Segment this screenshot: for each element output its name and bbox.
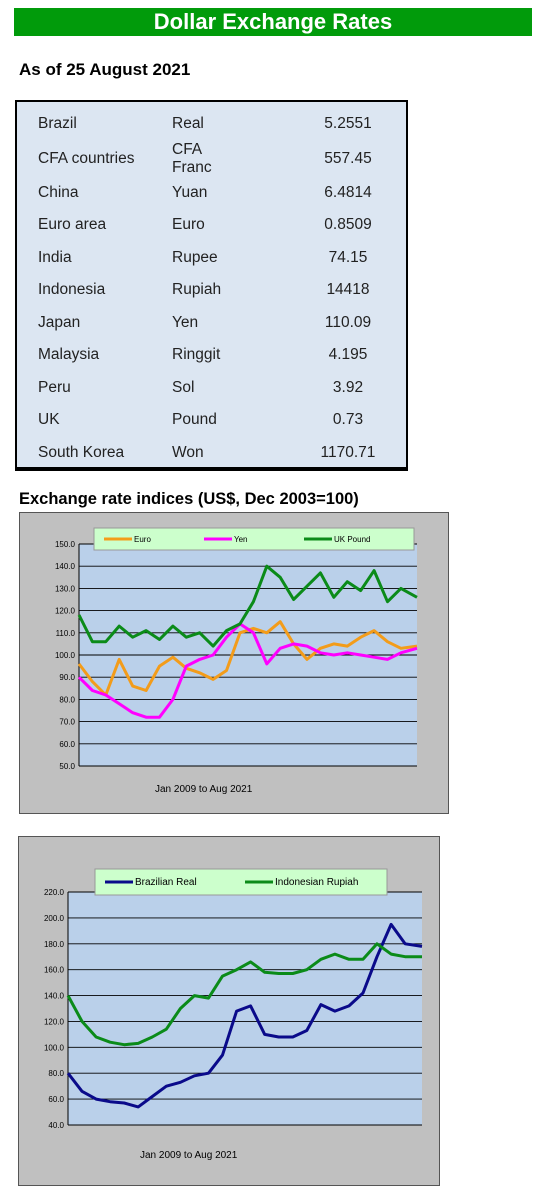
page-title: Dollar Exchange Rates xyxy=(153,9,393,34)
rate-row: Brazil Real 5.2551 xyxy=(17,108,406,141)
series-line-euro xyxy=(77,620,418,697)
legend-label: Brazilian Real xyxy=(135,877,197,888)
y-tick-label: 120.0 xyxy=(55,607,76,616)
y-tick-label: 80.0 xyxy=(59,695,75,704)
currency-cell: Rupee xyxy=(172,248,218,266)
currency-cell: Sol xyxy=(172,378,195,396)
country-cell: Malaysia xyxy=(38,346,100,364)
as-of-date: As of 25 August 2021 xyxy=(19,60,191,79)
rate-cell: 110.09 xyxy=(324,313,372,331)
country-cell: Brazil xyxy=(38,115,77,133)
y-tick-label: 140.0 xyxy=(55,562,76,571)
y-tick-label: 60.0 xyxy=(59,740,75,749)
index-chart-euro-yen-pound: 50.0 60.0 70.0 80.0 90.0 100.0 110.0 120.0 130.0… xyxy=(19,512,449,819)
country-cell: Japan xyxy=(38,313,81,331)
y-tick-label: 100.0 xyxy=(44,1043,65,1052)
currency-cell: Euro xyxy=(172,216,205,234)
rate-cell: 0.8509 xyxy=(324,216,372,234)
currency-cell: Ringgit xyxy=(172,346,221,364)
y-tick-label: 150.0 xyxy=(55,540,76,549)
rate-row: South Korea Won 1170.71 xyxy=(17,437,406,470)
country-cell: India xyxy=(38,248,72,266)
rate-cell: 5.2551 xyxy=(324,115,372,133)
rate-row: China Yuan 6.4814 xyxy=(17,177,406,210)
currency-cell: Yuan xyxy=(172,183,208,201)
legend-box xyxy=(93,527,415,551)
y-tick-label: 140.0 xyxy=(44,992,65,1001)
country-cell: Peru xyxy=(38,378,71,396)
page-title-banner: Dollar Exchange Rates xyxy=(14,8,532,36)
rate-cell: 14418 xyxy=(326,281,370,299)
currency-cell: Rupiah xyxy=(172,281,222,299)
rate-row: India Rupee 74.15 xyxy=(17,242,406,275)
series-line-uk-pound xyxy=(77,564,418,648)
y-tick-label: 80.0 xyxy=(48,1069,64,1078)
index-chart-1-svg: 50.0 60.0 70.0 80.0 90.0 100.0 110.0 120.0 130.0… xyxy=(19,512,449,814)
country-cell: South Korea xyxy=(38,443,125,461)
chart-border xyxy=(19,512,449,814)
exchange-rates-table: Brazil Real 5.2551 CFA countries CFA Franc 557… xyxy=(15,100,408,471)
rate-cell: 3.92 xyxy=(332,378,364,396)
currency-cell: Pound xyxy=(172,411,217,429)
rate-cell: 74.15 xyxy=(328,248,368,266)
index-chart-2-svg: 40.0 60.0 80.0 100.0 120.0 140.0 160.0 180.0 200… xyxy=(18,836,440,1186)
y-tick-label: 200.0 xyxy=(44,914,65,923)
x-axis-label: Jan 2009 to Aug 2021 xyxy=(155,784,253,795)
country-cell: Euro area xyxy=(38,216,107,234)
rate-cell: 4.195 xyxy=(328,346,368,364)
y-tick-label: 110.0 xyxy=(56,629,76,638)
currency-cell: Yen xyxy=(172,313,199,331)
legend-label: Euro xyxy=(134,535,151,544)
country-cell: China xyxy=(38,183,79,201)
rate-cell: 557.45 xyxy=(324,149,372,167)
rate-row: Euro area Euro 0.8509 xyxy=(17,209,406,242)
currency-cell: CFA Franc xyxy=(172,140,212,176)
chart-border xyxy=(18,836,440,1186)
legend-box xyxy=(94,868,388,896)
series-line-brazilian-real xyxy=(66,922,423,1109)
y-tick-label: 120.0 xyxy=(44,1017,65,1026)
legend-label: Indonesian Rupiah xyxy=(275,877,358,888)
y-tick-label: 70.0 xyxy=(59,718,75,727)
currency-cell: Real xyxy=(172,115,204,133)
index-chart-real-rupiah: 40.0 60.0 80.0 100.0 120.0 140.0 160.0 180.0 200… xyxy=(18,836,440,1191)
x-axis-label: Jan 2009 to Aug 2021 xyxy=(140,1150,238,1161)
y-tick-label: 40.0 xyxy=(48,1121,64,1130)
currency-cell: Won xyxy=(172,443,204,461)
rate-row: Peru Sol 3.92 xyxy=(17,372,406,405)
section-title-indices: Exchange rate indices (US$, Dec 2003=100… xyxy=(19,490,359,508)
country-cell: Indonesia xyxy=(38,281,106,299)
country-cell: UK xyxy=(38,411,60,429)
rate-row: Indonesia Rupiah 14418 xyxy=(17,274,406,307)
rate-row: CFA countries CFA Franc 557.45 xyxy=(17,141,406,177)
series-line-indonesian-rupiah xyxy=(66,942,422,1047)
legend-label: UK Pound xyxy=(334,535,370,544)
rate-cell: 6.4814 xyxy=(324,183,372,201)
rate-cell: 1170.71 xyxy=(320,443,376,461)
rate-row: UK Pound 0.73 xyxy=(17,404,406,437)
series-line-yen xyxy=(77,622,418,719)
legend-label: Yen xyxy=(234,535,248,544)
y-tick-label: 90.0 xyxy=(59,673,75,682)
country-cell: CFA countries xyxy=(38,149,135,167)
rate-cell: 0.73 xyxy=(332,411,364,429)
y-tick-label: 100.0 xyxy=(55,651,76,660)
y-tick-label: 180.0 xyxy=(44,940,65,949)
rate-row: Japan Yen 110.09 xyxy=(17,307,406,340)
y-tick-label: 130.0 xyxy=(55,584,76,593)
y-tick-label: 60.0 xyxy=(48,1095,64,1104)
y-tick-label: 50.0 xyxy=(59,762,75,771)
y-tick-label: 220.0 xyxy=(44,888,65,897)
y-tick-label: 160.0 xyxy=(44,966,65,975)
rate-row: Malaysia Ringgit 4.195 xyxy=(17,339,406,372)
